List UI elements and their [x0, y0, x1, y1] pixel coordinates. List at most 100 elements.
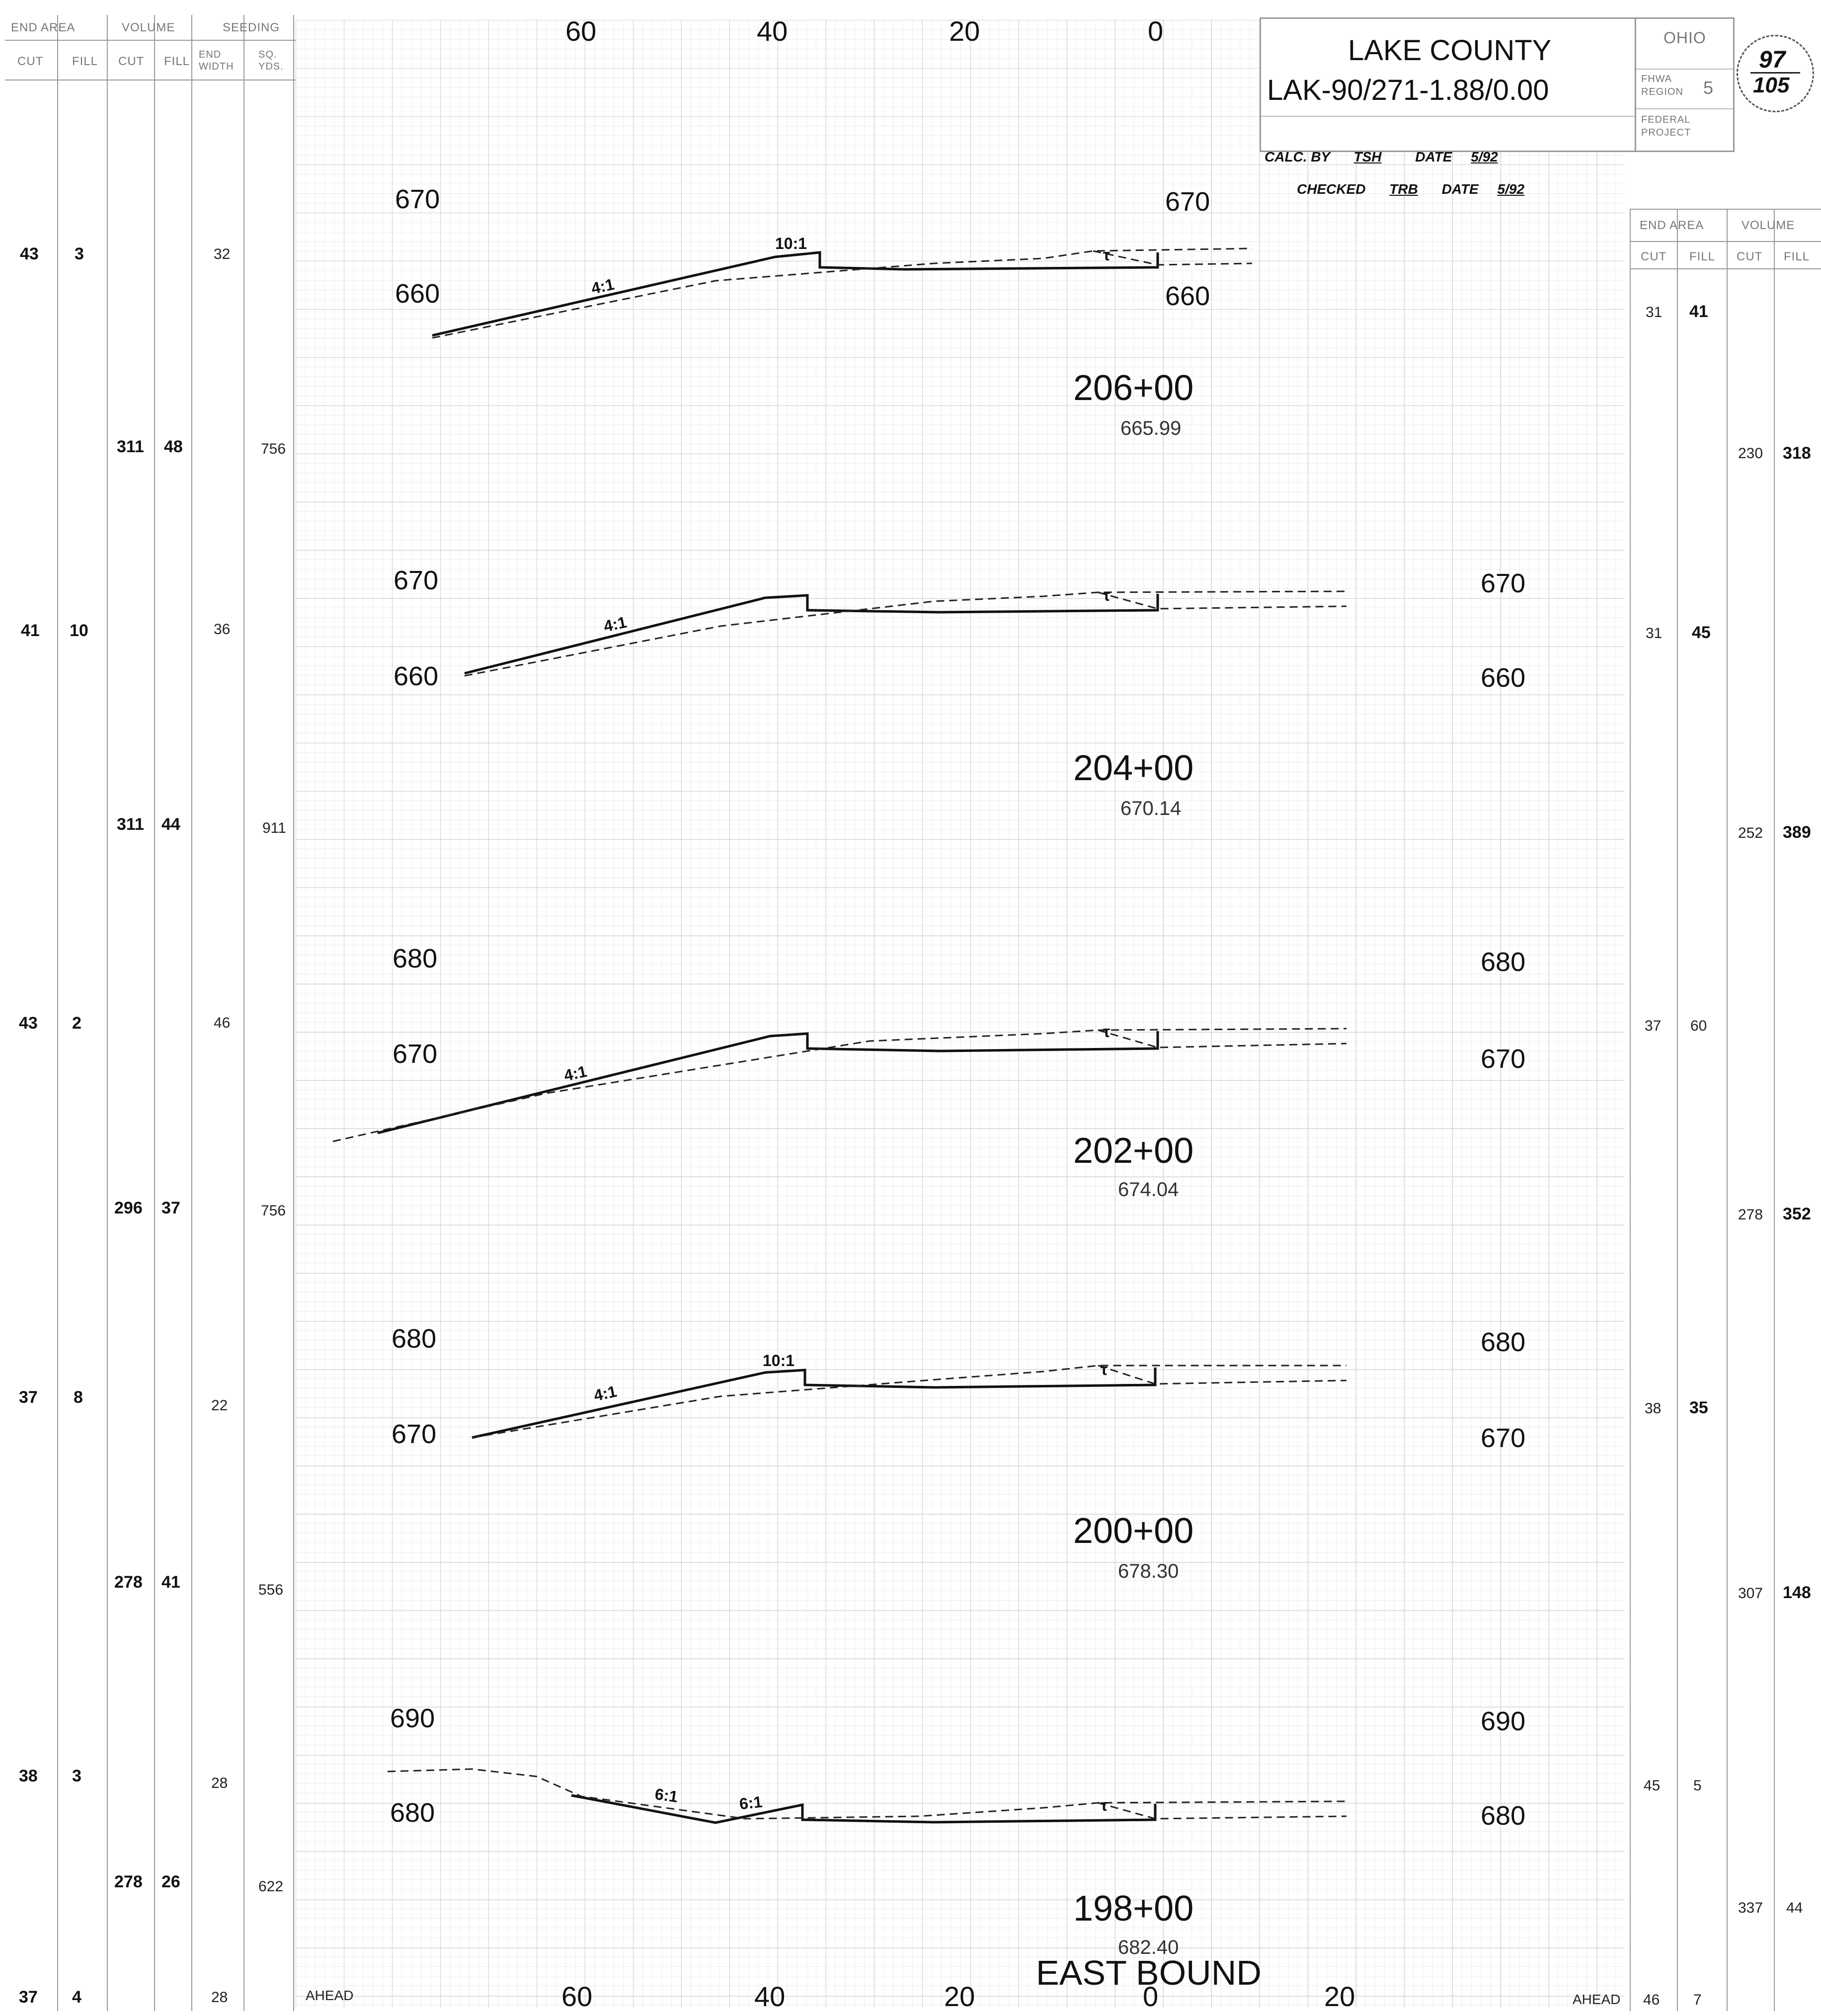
right-volume-fill: 389: [1783, 823, 1811, 842]
left-end-area-cut: 37: [19, 1388, 38, 1407]
right-end-area-cut: 46: [1643, 1992, 1660, 2008]
left-end-area-cut: 38: [19, 1767, 38, 1785]
title-divider: [1261, 116, 1636, 117]
station-label: 206+00: [1073, 368, 1194, 408]
left-volume-cut: 278: [114, 1573, 143, 1592]
right-table-rule: [1774, 209, 1775, 2011]
checked-by-label: CHECKED: [1297, 181, 1366, 197]
station-elevation: 665.99: [1120, 417, 1182, 439]
curb-mark: τ: [1101, 1361, 1108, 1378]
left-end-area-cut: 43: [20, 244, 39, 263]
right-header-cut: CUT: [1641, 250, 1667, 263]
right-volume-fill: 148: [1783, 1583, 1811, 1602]
right-end-area-fill: 35: [1689, 1398, 1708, 1417]
right-header-volume-cut: CUT: [1737, 250, 1763, 263]
left-table-rule: [243, 15, 244, 2011]
elevation-label: 680: [393, 944, 438, 973]
elevation-label: 680: [392, 1324, 437, 1354]
elevation-label: 670: [395, 184, 440, 214]
elevation-label: 670: [1481, 1044, 1526, 1074]
right-table-rule: [1630, 268, 1821, 269]
calc-by-row: CALC. BY TSH DATE 5/92: [1265, 149, 1498, 165]
right-table-rule: [1727, 209, 1728, 2011]
left-seeding-end-width: 22: [211, 1397, 228, 1414]
left-table-rule: [293, 15, 294, 2011]
existing-ground-198: [387, 1768, 1347, 1820]
left-volume-cut: 296: [114, 1199, 143, 1217]
elevation-label: 670: [1165, 187, 1210, 217]
left-seeding-sq-yds: 911: [262, 820, 286, 836]
elevation-label: 660: [1481, 663, 1526, 693]
checked-date-label: DATE: [1441, 181, 1479, 197]
right-volume-fill: 318: [1783, 444, 1811, 463]
state-divider: [1636, 108, 1733, 109]
sheet-number-stamp: 97 105: [1737, 35, 1814, 112]
existing-ground-202: [332, 1028, 1347, 1142]
bottom-axis-label: 40: [754, 1981, 786, 2012]
proposed-profile-198: [571, 1794, 1157, 1824]
existing-ground-204: [464, 590, 1347, 677]
elevation-label: 690: [1481, 1706, 1526, 1736]
left-seeding-end-width: 46: [214, 1015, 231, 1031]
slope-ratio-label: 10:1: [775, 235, 807, 252]
right-volume-fill: 352: [1783, 1205, 1811, 1223]
fhwa-region-number: 5: [1703, 78, 1714, 98]
bottom-axis-label: 60: [561, 1981, 593, 2012]
calc-by-initials: TSH: [1353, 149, 1382, 164]
left-seeding-end-width: 28: [211, 1989, 228, 2006]
left-seeding-end-width: 28: [211, 1775, 228, 1791]
elevation-label: 680: [1481, 1801, 1526, 1831]
station-label: 204+00: [1073, 748, 1194, 788]
left-table-rule: [5, 40, 296, 41]
left-seeding-sq-yds: 556: [258, 1582, 284, 1598]
left-table-rule: [154, 15, 155, 2011]
left-volume-cut: 278: [114, 1872, 143, 1891]
header-volume-fill: FILL: [164, 55, 190, 68]
left-end-area-cut: 43: [19, 1014, 38, 1033]
left-table-rule: [57, 15, 58, 2011]
right-end-area-cut: 31: [1646, 625, 1663, 642]
right-end-area-cut: 38: [1645, 1400, 1662, 1417]
left-volume-fill: 48: [164, 437, 183, 456]
elevation-label: 680: [1481, 1327, 1526, 1357]
right-end-area-cut: 37: [1645, 1018, 1662, 1034]
right-end-area-fill: 7: [1693, 1992, 1702, 2008]
slope-ratio-label: 10:1: [763, 1352, 795, 1370]
right-ahead-label: AHEAD: [1573, 1992, 1621, 2007]
left-volume-fill: 44: [161, 815, 180, 834]
station-elevation: 678.30: [1118, 1560, 1179, 1582]
right-volume-cut: 230: [1738, 445, 1763, 462]
elevation-label: 670: [394, 565, 439, 595]
elevation-label: 680: [390, 1798, 435, 1828]
station-label: 198+00: [1073, 1889, 1194, 1929]
existing-ground-206: [432, 247, 1253, 339]
existing-ground-206b: [1093, 250, 1253, 266]
elevation-label: 670: [392, 1419, 437, 1449]
station-elevation: 682.40: [1118, 1936, 1179, 1958]
header-end-area: END AREA: [11, 21, 76, 34]
right-header-volume-fill: FILL: [1784, 250, 1810, 263]
sheet-total: 105: [1753, 73, 1790, 97]
right-volume-cut: 278: [1738, 1207, 1763, 1223]
left-end-area-fill: 10: [70, 621, 88, 640]
project-number: LAK-90/271-1.88/0.00: [1267, 74, 1549, 106]
state-name: OHIO: [1663, 29, 1706, 47]
elevation-label: 670: [393, 1039, 438, 1069]
top-axis-label: 60: [565, 15, 597, 47]
header-end-width: END WIDTH: [199, 49, 234, 72]
proposed-profile-204: [464, 594, 1159, 675]
left-seeding-end-width: 36: [214, 621, 231, 638]
right-end-area-cut: 45: [1644, 1777, 1661, 1794]
right-table-rule: [1630, 241, 1821, 242]
left-end-area-fill: 3: [72, 1767, 81, 1785]
calc-date-label: DATE: [1415, 149, 1452, 164]
right-end-area-fill: 45: [1692, 623, 1711, 642]
proposed-profile-200: [472, 1368, 1157, 1439]
left-volume-fill: 41: [161, 1573, 180, 1592]
state-divider: [1636, 69, 1733, 70]
left-end-area-fill: 2: [72, 1014, 81, 1033]
fhwa-region-label: FHWA REGION: [1641, 74, 1683, 97]
state-block: OHIO FHWA REGION 5 FEDERAL PROJECT: [1635, 17, 1735, 152]
right-end-area-fill: 41: [1689, 302, 1708, 321]
